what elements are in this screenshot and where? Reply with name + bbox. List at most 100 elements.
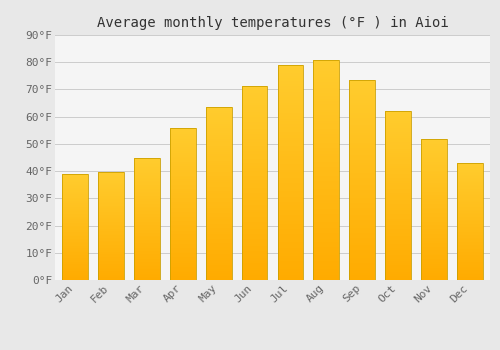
- Bar: [422, 243, 447, 245]
- Bar: [242, 253, 268, 256]
- Bar: [314, 60, 340, 280]
- Bar: [170, 271, 196, 272]
- Bar: [206, 206, 232, 209]
- Bar: [98, 253, 124, 254]
- Bar: [242, 105, 268, 107]
- Bar: [314, 277, 340, 280]
- Bar: [458, 277, 483, 279]
- Bar: [278, 167, 303, 170]
- Bar: [422, 178, 447, 180]
- Bar: [458, 207, 483, 208]
- Bar: [206, 278, 232, 280]
- Bar: [314, 274, 340, 277]
- Bar: [422, 199, 447, 201]
- Bar: [242, 212, 268, 215]
- Bar: [314, 211, 340, 214]
- Bar: [314, 272, 340, 274]
- Bar: [314, 104, 340, 107]
- Bar: [242, 144, 268, 146]
- Bar: [386, 244, 411, 246]
- Bar: [170, 136, 196, 138]
- Bar: [206, 230, 232, 232]
- Bar: [314, 126, 340, 129]
- Bar: [350, 270, 376, 273]
- Bar: [458, 264, 483, 265]
- Bar: [170, 217, 196, 219]
- Bar: [62, 190, 88, 191]
- Bar: [170, 210, 196, 212]
- Bar: [350, 153, 376, 155]
- Bar: [386, 187, 411, 189]
- Bar: [314, 110, 340, 112]
- Bar: [206, 191, 232, 193]
- Bar: [350, 128, 376, 130]
- Bar: [242, 222, 268, 224]
- Bar: [134, 220, 160, 222]
- Bar: [386, 132, 411, 134]
- Bar: [170, 164, 196, 166]
- Bar: [242, 190, 268, 192]
- Bar: [422, 164, 447, 166]
- Bar: [134, 196, 160, 198]
- Bar: [386, 183, 411, 185]
- Bar: [458, 239, 483, 240]
- Bar: [314, 142, 340, 145]
- Bar: [206, 118, 232, 120]
- Bar: [98, 257, 124, 258]
- Bar: [98, 191, 124, 192]
- Bar: [62, 246, 88, 247]
- Bar: [170, 149, 196, 151]
- Bar: [422, 210, 447, 211]
- Bar: [134, 164, 160, 166]
- Bar: [98, 172, 124, 280]
- Bar: [206, 276, 232, 278]
- Bar: [98, 208, 124, 210]
- Bar: [422, 261, 447, 262]
- Bar: [62, 174, 88, 176]
- Bar: [314, 115, 340, 118]
- Bar: [386, 111, 411, 280]
- Bar: [350, 115, 376, 118]
- Bar: [98, 173, 124, 175]
- Bar: [62, 272, 88, 273]
- Bar: [314, 264, 340, 266]
- Bar: [170, 189, 196, 191]
- Bar: [278, 143, 303, 146]
- Bar: [206, 124, 232, 126]
- Bar: [206, 226, 232, 228]
- Bar: [458, 270, 483, 271]
- Bar: [386, 153, 411, 155]
- Bar: [206, 224, 232, 226]
- Bar: [314, 178, 340, 181]
- Bar: [314, 206, 340, 209]
- Bar: [62, 209, 88, 210]
- Bar: [422, 259, 447, 261]
- Bar: [170, 250, 196, 252]
- Bar: [134, 173, 160, 175]
- Bar: [458, 214, 483, 216]
- Bar: [62, 240, 88, 242]
- Bar: [314, 197, 340, 200]
- Bar: [278, 121, 303, 124]
- Bar: [458, 216, 483, 217]
- Bar: [314, 187, 340, 189]
- Bar: [422, 176, 447, 178]
- Bar: [422, 241, 447, 243]
- Bar: [98, 258, 124, 260]
- Bar: [98, 279, 124, 280]
- Bar: [206, 258, 232, 260]
- Bar: [170, 253, 196, 255]
- Bar: [134, 217, 160, 219]
- Bar: [278, 251, 303, 253]
- Bar: [62, 227, 88, 229]
- Bar: [206, 273, 232, 276]
- Bar: [314, 99, 340, 101]
- Bar: [278, 175, 303, 178]
- Bar: [62, 267, 88, 268]
- Bar: [206, 154, 232, 156]
- Bar: [62, 211, 88, 213]
- Bar: [278, 224, 303, 226]
- Bar: [170, 231, 196, 232]
- Bar: [62, 196, 88, 197]
- Bar: [170, 177, 196, 179]
